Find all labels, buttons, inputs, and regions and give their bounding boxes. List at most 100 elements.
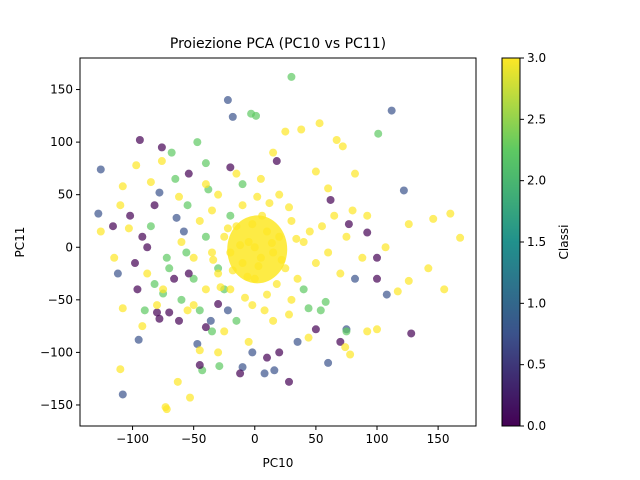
data-point	[232, 169, 241, 178]
data-point	[332, 136, 341, 145]
data-point	[275, 232, 284, 241]
data-point	[260, 306, 269, 315]
data-point	[275, 190, 284, 199]
data-point	[363, 228, 372, 237]
data-point	[304, 333, 313, 342]
data-point	[311, 259, 320, 268]
data-point	[270, 366, 279, 375]
data-point	[110, 253, 119, 262]
colorbar-tick-label: 0.0	[527, 419, 546, 433]
data-point	[292, 234, 301, 243]
data-point	[209, 255, 218, 264]
data-point	[220, 327, 229, 336]
data-point	[285, 203, 293, 212]
data-point	[183, 201, 192, 210]
data-point	[346, 350, 355, 359]
data-point	[214, 300, 223, 309]
y-tick-label: 100	[50, 135, 73, 149]
x-tick-label: 100	[366, 432, 389, 446]
data-point	[226, 248, 235, 257]
data-point	[429, 214, 438, 223]
data-point	[216, 283, 225, 292]
data-point	[118, 304, 127, 313]
data-point	[206, 316, 215, 325]
data-point	[252, 111, 260, 120]
data-point	[143, 269, 152, 278]
y-axis-label: PC11	[13, 227, 27, 258]
data-point	[305, 227, 314, 236]
data-point	[134, 335, 143, 344]
data-point	[96, 165, 105, 174]
data-point	[220, 232, 229, 241]
data-point	[131, 259, 139, 268]
x-tick-label: −100	[116, 432, 149, 446]
data-point	[153, 308, 161, 317]
data-point	[338, 142, 347, 151]
x-tick-label: 150	[427, 432, 450, 446]
data-point	[381, 243, 390, 252]
y-tick-label: 0	[65, 240, 73, 254]
plot-frame	[79, 57, 477, 427]
data-point	[183, 306, 192, 315]
data-point	[254, 262, 263, 271]
data-point	[162, 253, 171, 262]
y-axis: −150 −100 −50 0 50 100 150	[40, 83, 80, 412]
data-point	[351, 274, 359, 283]
data-point	[193, 138, 202, 147]
data-point	[318, 222, 326, 231]
data-point	[201, 323, 210, 332]
data-point	[226, 211, 235, 220]
data-point	[269, 148, 278, 157]
data-point	[238, 363, 247, 372]
data-point	[348, 206, 357, 215]
data-point	[342, 232, 351, 241]
data-point	[236, 241, 245, 250]
data-point	[118, 182, 127, 191]
x-axis-label: PC10	[263, 456, 294, 470]
data-point	[146, 222, 155, 231]
data-point	[269, 316, 278, 325]
data-point	[171, 174, 180, 183]
data-point	[228, 266, 237, 275]
data-point	[173, 377, 182, 386]
data-point	[159, 285, 168, 294]
data-point	[311, 167, 320, 176]
data-point	[177, 238, 186, 246]
data-point	[236, 369, 245, 378]
data-point	[373, 274, 381, 283]
data-point	[189, 301, 198, 310]
data-point	[113, 269, 122, 278]
data-point	[263, 227, 271, 236]
data-point	[238, 259, 247, 268]
data-point	[150, 280, 159, 289]
data-point	[363, 327, 372, 336]
data-point	[238, 201, 247, 210]
colorbar	[501, 57, 521, 427]
data-point	[167, 148, 176, 157]
data-point	[201, 159, 210, 168]
data-point	[132, 161, 141, 170]
y-tick-label: −150	[40, 398, 73, 412]
data-point	[161, 403, 170, 412]
data-point	[281, 127, 290, 136]
data-point	[195, 361, 204, 370]
data-point	[260, 369, 269, 378]
data-point	[214, 269, 223, 278]
data-point	[214, 190, 223, 199]
data-point	[177, 295, 186, 304]
data-point	[215, 362, 224, 371]
data-point	[248, 348, 257, 357]
data-point	[146, 178, 155, 187]
data-point	[267, 239, 276, 248]
data-point	[358, 253, 367, 262]
data-point	[424, 264, 433, 273]
data-point	[244, 238, 253, 246]
data-point	[241, 293, 249, 302]
data-point	[399, 186, 408, 195]
data-point	[193, 339, 202, 348]
data-point	[94, 209, 103, 218]
data-point	[118, 390, 127, 399]
chart-title: Proiezione PCA (PC10 vs PC11)	[170, 36, 386, 52]
data-point	[140, 306, 149, 315]
data-point	[256, 253, 265, 262]
